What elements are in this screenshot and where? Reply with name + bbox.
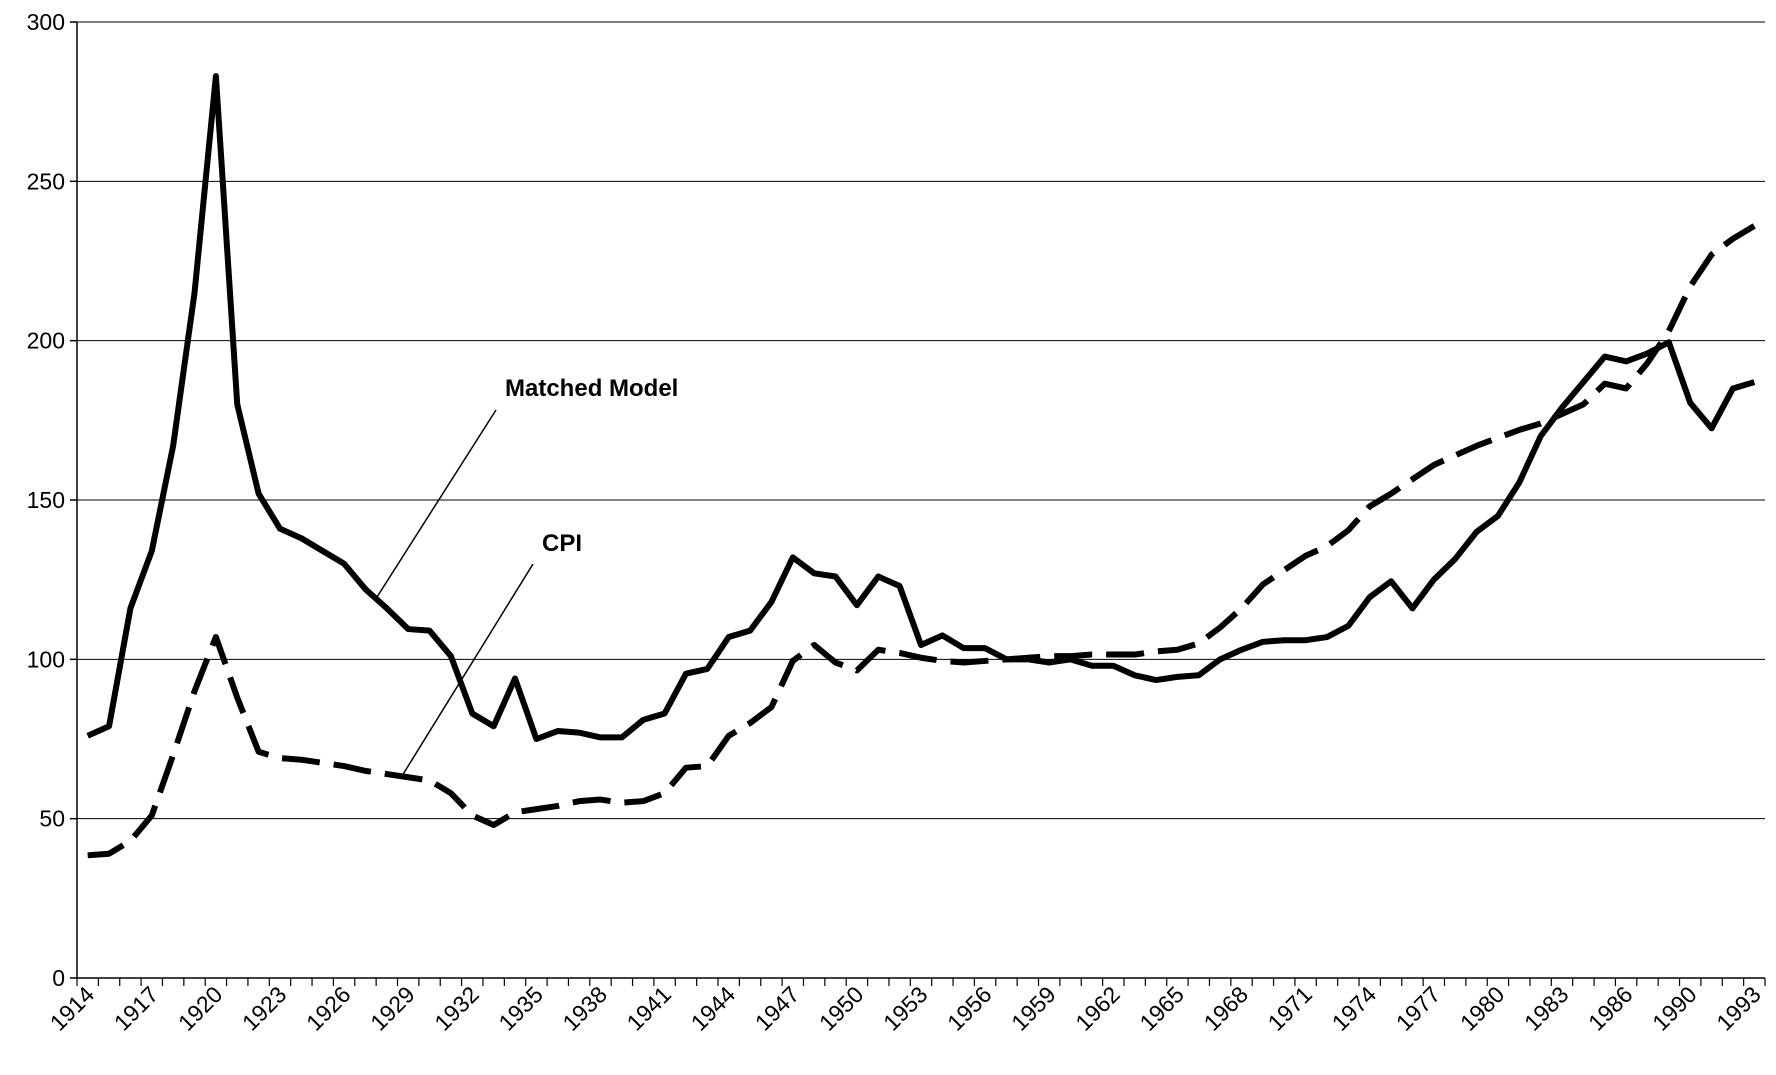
x-tick-label: 1977 <box>1391 981 1446 1036</box>
x-tick-label: 1965 <box>1134 981 1189 1036</box>
annotation: Matched Model <box>505 375 678 402</box>
x-tick-label: 1962 <box>1070 981 1125 1036</box>
x-tick-label: 1983 <box>1519 981 1574 1036</box>
annotation-leader <box>401 563 534 777</box>
x-tick-label: 1971 <box>1263 981 1318 1036</box>
x-tick-label: 1938 <box>557 981 612 1036</box>
x-tick-label: 1974 <box>1327 981 1382 1036</box>
x-tick-label: 1959 <box>1006 981 1061 1036</box>
x-tick-label: 1990 <box>1647 981 1702 1036</box>
x-tick-label: 1935 <box>493 981 548 1036</box>
y-tick-label: 200 <box>27 328 65 354</box>
x-tick-label: 1950 <box>814 981 869 1036</box>
x-tick-label: 1920 <box>173 981 228 1036</box>
x-tick-label: 1923 <box>237 981 292 1036</box>
x-tick-label: 1953 <box>878 981 933 1036</box>
x-tick-label: 1932 <box>429 981 484 1036</box>
x-tick-label: 1993 <box>1711 981 1766 1036</box>
x-tick-label: 1926 <box>301 981 356 1036</box>
y-tick-label: 0 <box>52 965 65 991</box>
x-tick-label: 1986 <box>1583 981 1638 1036</box>
annotation: CPI <box>542 530 582 557</box>
x-tick-label: 1917 <box>109 981 164 1036</box>
y-tick-label: 250 <box>27 168 65 194</box>
y-tick-label: 300 <box>27 9 65 35</box>
y-tick-label: 50 <box>39 806 65 832</box>
annotation-leader <box>376 409 497 598</box>
x-tick-label: 1968 <box>1198 981 1253 1036</box>
x-tick-label: 1956 <box>942 981 997 1036</box>
x-tick-label: 1944 <box>686 981 741 1036</box>
y-tick-label: 150 <box>27 487 65 513</box>
series-line <box>87 223 1756 859</box>
y-tick-label: 100 <box>27 646 65 672</box>
x-tick-label: 1980 <box>1455 981 1510 1036</box>
x-tick-label: 1929 <box>365 981 420 1036</box>
series-line <box>86 73 1756 742</box>
x-tick-label: 1947 <box>750 981 805 1036</box>
x-tick-label: 1941 <box>622 981 677 1036</box>
